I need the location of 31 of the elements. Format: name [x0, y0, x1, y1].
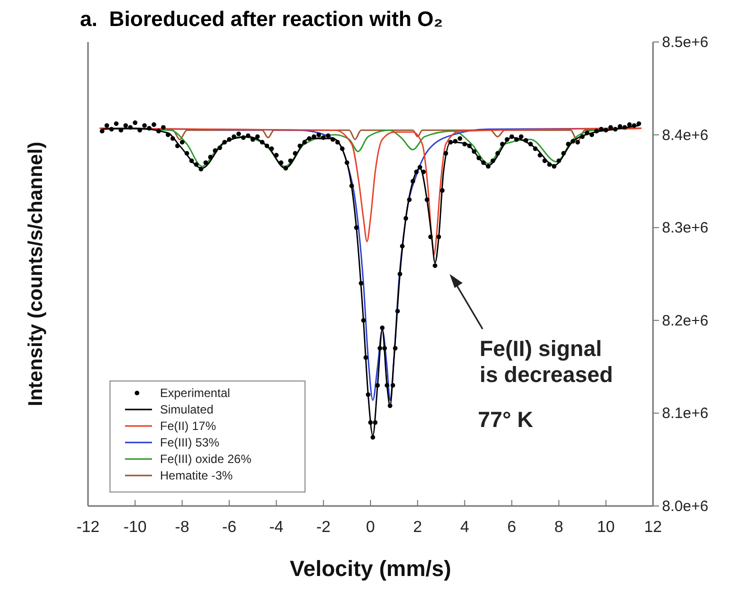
x-tick-label: 8 — [554, 519, 564, 536]
y-tick-label: 8.2e+6 — [662, 312, 708, 330]
x-tick-label: -6 — [222, 519, 236, 536]
chart-title: a. Bioreduced after reaction with O₂ — [80, 8, 443, 31]
x-axis-title: Velocity (mm/s) — [290, 556, 452, 581]
x-tick-label: 6 — [507, 519, 516, 536]
line-series — [99, 128, 642, 256]
annotation: Fe(II) signal is decreased — [480, 336, 613, 387]
x-tick-label: -10 — [124, 519, 147, 536]
x-tick-label: -2 — [316, 519, 331, 536]
legend-label: Simulated — [160, 402, 214, 416]
x-tick-label: 10 — [597, 519, 615, 536]
x-tick-label: 0 — [366, 519, 376, 536]
y-tick-label: 8.0e+6 — [662, 498, 708, 515]
legend-label: Experimental — [160, 386, 230, 400]
y-tick-label: 8.4e+6 — [662, 126, 708, 144]
legend-label: Fe(III) 53% — [160, 436, 220, 450]
x-tick-label: 2 — [413, 519, 422, 536]
y-tick-label: 8.5e+6 — [662, 34, 708, 51]
legend-label: Fe(III) oxide 26% — [160, 452, 252, 466]
y-axis-title: Intensity (counts/s/channel) — [25, 142, 47, 406]
x-tick-label: -4 — [269, 519, 284, 536]
x-tick-label: 4 — [460, 519, 470, 536]
y-tick-label: 8.1e+6 — [662, 405, 708, 422]
x-tick-label: -12 — [76, 519, 100, 536]
legend-label: Hematite -3% — [160, 468, 234, 482]
annotation: 77° K — [478, 407, 534, 432]
legend-label: Fe(II) 17% — [160, 419, 216, 433]
x-tick-label: 12 — [644, 519, 662, 536]
y-tick-label: 8.3e+6 — [662, 220, 708, 237]
x-tick-label: -8 — [175, 519, 190, 536]
